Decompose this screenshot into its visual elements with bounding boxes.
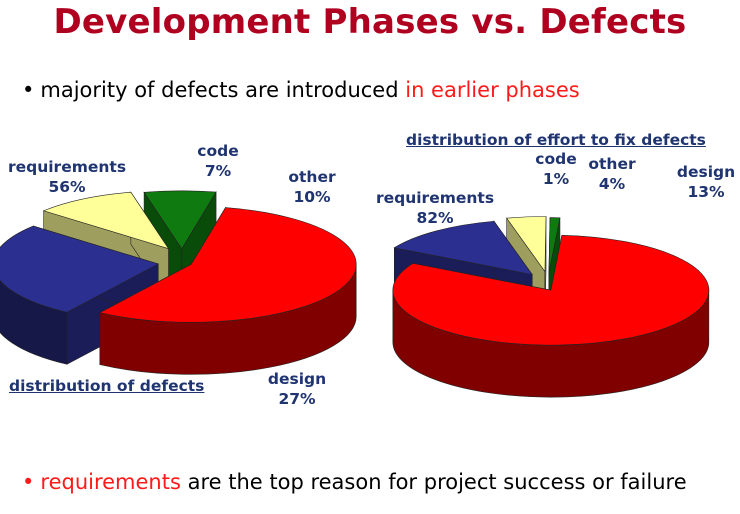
slice-value-code: 7% [205,162,232,180]
chart-caption-effort: distribution of effort to fix defects [406,131,706,149]
bullet-requirements-reason: • requirements are the top reason for pro… [22,470,687,494]
pie-slice-top [392,234,710,346]
slice-label-code: code [197,142,238,160]
bullet-text: are the top reason for project success o… [180,470,687,494]
pie-slice-top [393,220,533,276]
bullet-dot: • [22,78,35,102]
slice-value-design: 27% [278,390,316,408]
slice-value-other: 4% [599,175,626,193]
slide-title: Development Phases vs. Defects [53,2,687,42]
bullet-highlight: in earlier phases [405,78,580,102]
pie-chart-1: requirements 56% design 27% other 10% code 7% [0,142,357,408]
pie-chart-2: requirements 82% design 13% other 4% code 1% [376,150,735,398]
slice-label-requirements: requirements [376,189,494,207]
bullet-text: majority of defects are introduced [40,78,406,102]
slice-value-other: 10% [293,188,331,206]
pie-slice-requirements [99,206,357,375]
slice-label-design: design [268,370,326,388]
chart-caption-defects: distribution of defects [9,377,205,395]
bullet-dot: • [22,470,35,494]
pie-slice-top [99,207,357,323]
slice-label-design: design [677,163,735,181]
slice-label-other: other [288,168,336,186]
pie-slice-top [0,225,160,313]
pie-slice-top [548,217,561,273]
slice-label-code: code [535,150,576,168]
slice-label-other: other [588,155,636,173]
pie-slice-top [143,190,217,250]
pie-slice-requirements [392,234,710,398]
slice-value-design: 13% [687,183,725,201]
bullet-defects-introduced: • majority of defects are introduced in e… [22,78,580,102]
slice-value-requirements: 82% [416,209,454,227]
pie-slice-top [42,191,170,250]
slice-value-requirements: 56% [48,178,86,196]
bullet-highlight: requirements [40,470,181,494]
slice-label-requirements: requirements [8,158,126,176]
slice-value-code: 1% [543,170,570,188]
pie-slice-top [506,216,547,273]
